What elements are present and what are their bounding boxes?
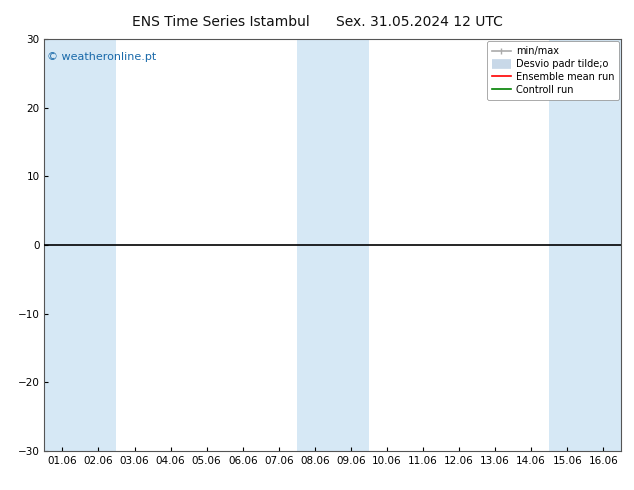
Bar — [297, 39, 333, 451]
Bar — [549, 39, 585, 451]
Text: ENS Time Series Istambul      Sex. 31.05.2024 12 UTC: ENS Time Series Istambul Sex. 31.05.2024… — [132, 15, 502, 29]
Text: © weatheronline.pt: © weatheronline.pt — [48, 51, 157, 62]
Legend: min/max, Desvio padr tilde;o, Ensemble mean run, Controll run: min/max, Desvio padr tilde;o, Ensemble m… — [487, 41, 619, 99]
Bar — [44, 39, 81, 451]
Bar — [81, 39, 117, 451]
Bar — [333, 39, 369, 451]
Bar — [585, 39, 621, 451]
